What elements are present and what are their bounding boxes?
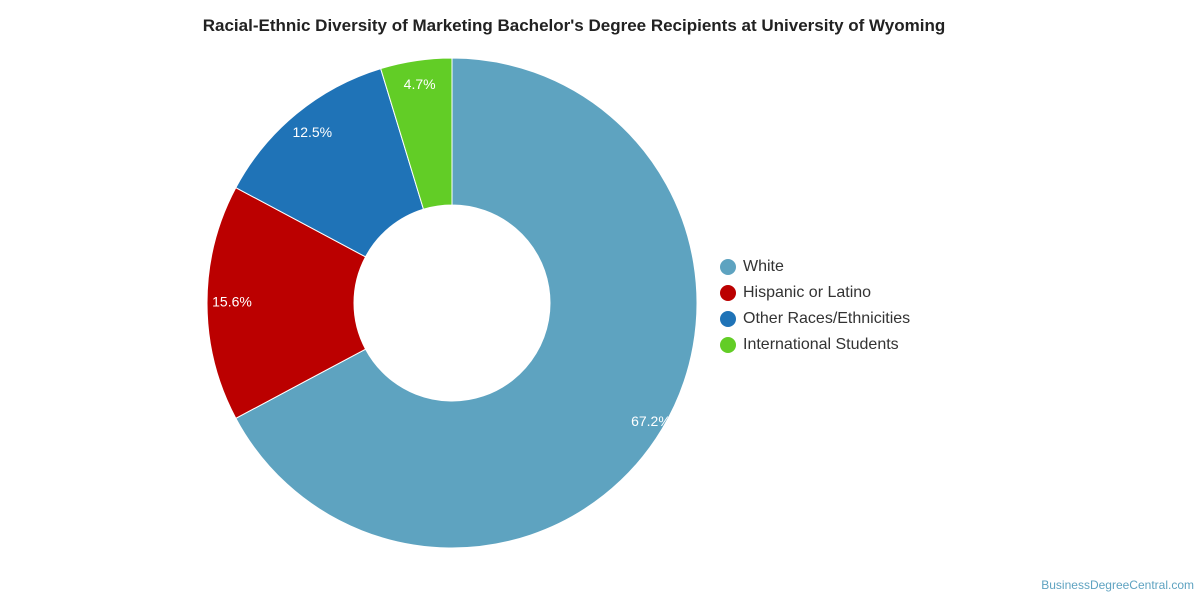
legend-item-international-students[interactable]: International Students [720, 332, 910, 358]
slice-hispanic-or-latino[interactable] [206, 187, 367, 419]
slice-white[interactable] [235, 57, 698, 549]
donut-slice-labels: 67.2% 15.6% 12.5% 4.7% [212, 76, 671, 429]
slice-label-white: 67.2% [631, 413, 671, 429]
legend-label-hispanic-or-latino: Hispanic or Latino [743, 284, 872, 301]
legend-item-other-races[interactable]: Other Races/Ethnicities [720, 306, 910, 332]
legend-label-other-races: Other Races/Ethnicities [743, 310, 911, 327]
legend-swatch-white [720, 259, 736, 275]
slice-other-races[interactable] [235, 67, 425, 258]
source-credit-link[interactable]: BusinessDegreeCentral.com [1041, 578, 1194, 592]
legend-swatch-international-students [720, 337, 736, 353]
chart-title: Racial-Ethnic Diversity of Marketing Bac… [202, 16, 946, 35]
slice-label-other-races: 12.5% [292, 124, 332, 140]
chart-legend: White Hispanic or Latino Other Races/Eth… [720, 254, 910, 358]
slice-international-students[interactable] [380, 57, 453, 210]
slice-label-international-students: 4.7% [404, 76, 436, 92]
donut-slices [206, 57, 698, 549]
slice-label-hispanic-or-latino: 15.6% [212, 294, 252, 310]
legend-swatch-other-races [720, 311, 736, 327]
legend-item-hispanic-or-latino[interactable]: Hispanic or Latino [720, 280, 910, 306]
legend-label-international-students: International Students [743, 336, 899, 353]
legend-label-white: White [743, 258, 784, 275]
legend-swatch-hispanic-or-latino [720, 285, 736, 301]
legend-item-white[interactable]: White [720, 254, 910, 280]
